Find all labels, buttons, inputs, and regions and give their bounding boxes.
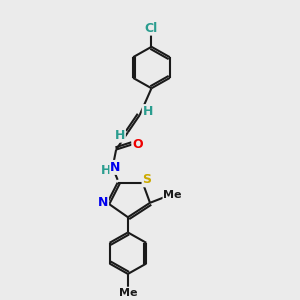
- Text: H: H: [115, 129, 125, 142]
- Text: N: N: [98, 196, 108, 209]
- Text: O: O: [132, 138, 143, 151]
- Text: N: N: [110, 161, 121, 174]
- Text: H: H: [101, 164, 111, 177]
- Text: H: H: [143, 105, 153, 118]
- Text: Me: Me: [119, 288, 137, 298]
- Text: Me: Me: [164, 190, 182, 200]
- Text: Cl: Cl: [145, 22, 158, 34]
- Text: S: S: [142, 173, 152, 186]
